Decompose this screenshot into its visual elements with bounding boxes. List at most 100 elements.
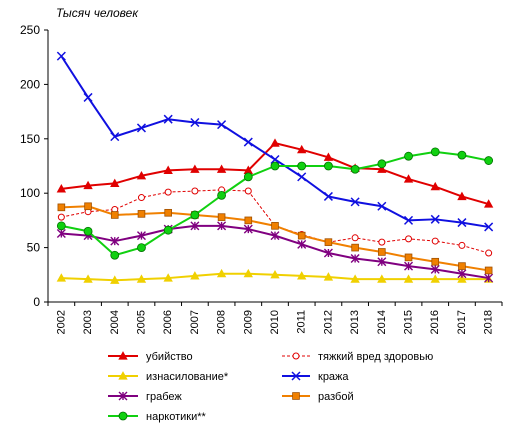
legend-item: наркотики** (108, 411, 207, 423)
legend-label: наркотики** (146, 411, 207, 423)
data-point-star (217, 221, 227, 231)
y-tick-label: 150 (20, 132, 40, 146)
data-point-square (137, 210, 146, 218)
data-point-triangle (403, 174, 414, 183)
data-point-star (323, 248, 333, 258)
data-point-square (378, 248, 386, 256)
data-point-circle (137, 194, 145, 202)
data-point-x (297, 172, 307, 182)
x-tick-label: 2012 (322, 310, 334, 334)
data-point-square (84, 202, 92, 211)
legend-item: убийство (108, 351, 193, 363)
data-point-triangle (190, 271, 200, 280)
data-point-triangle (350, 274, 360, 283)
data-point-square (244, 216, 253, 225)
legend-label: разбой (318, 391, 354, 403)
data-point-x (110, 132, 120, 142)
data-point-triangle (83, 274, 93, 283)
data-point-triangle (457, 191, 467, 201)
legend-label: изнасилование* (146, 371, 229, 383)
data-point-x (163, 114, 173, 124)
data-point-circle (110, 250, 120, 260)
data-point-x (403, 215, 414, 225)
chart-legend: убийство тяжкий вред здоровью изнасиловани… (108, 351, 433, 423)
legend-label: убийство (146, 351, 193, 363)
data-point-x (350, 197, 360, 207)
data-point-square (297, 231, 306, 240)
data-point-star (243, 224, 253, 234)
data-point-triangle (297, 144, 307, 154)
data-point-square (404, 253, 413, 262)
data-point-triangle (216, 268, 227, 278)
data-point-circle (190, 210, 200, 220)
data-point-square (292, 392, 300, 400)
y-units-label: Тысяч человек (56, 6, 139, 20)
data-point-star (190, 221, 200, 231)
legend-item: разбой (282, 391, 354, 403)
x-tick-label: 2009 (242, 310, 254, 334)
data-point-star (404, 261, 414, 271)
data-point-triangle (136, 274, 147, 283)
data-point-x (457, 218, 467, 228)
x-tick-label: 2002 (55, 310, 67, 334)
y-tick-label: 200 (20, 77, 40, 91)
data-point-circle (56, 221, 66, 231)
data-point-triangle (163, 273, 173, 282)
data-point-triangle (297, 271, 307, 280)
data-point-square (271, 222, 279, 230)
data-point-star (484, 273, 494, 283)
data-point-circle (243, 172, 253, 182)
data-point-circle (431, 237, 439, 245)
data-point-circle (270, 161, 280, 171)
data-point-star (457, 269, 467, 279)
legend-label: тяжкий вред здоровью (318, 351, 433, 363)
legend-item: тяжкий вред здоровью (282, 351, 433, 363)
data-point-circle (457, 150, 467, 160)
data-point-triangle (323, 272, 334, 281)
data-point-circle (350, 164, 360, 174)
data-point-circle (292, 352, 300, 360)
data-point-triangle (377, 274, 387, 283)
data-point-x (430, 214, 440, 224)
data-point-triangle (110, 178, 120, 188)
series-line (61, 189, 489, 254)
data-point-square (324, 238, 333, 246)
data-point-x (56, 51, 66, 61)
data-point-triangle (323, 152, 334, 161)
y-tick-label: 100 (20, 186, 40, 200)
data-point-square (217, 213, 226, 221)
data-point-triangle (216, 164, 227, 173)
data-point-triangle (136, 170, 147, 180)
data-point-circle (118, 411, 128, 421)
data-point-x (83, 92, 93, 102)
data-point-x (243, 137, 253, 147)
data-point-circle (191, 187, 199, 195)
data-point-star (136, 231, 146, 241)
data-point-x (291, 371, 301, 381)
data-point-triangle (83, 180, 93, 190)
data-point-circle (405, 235, 413, 243)
data-point-circle (458, 241, 466, 249)
data-point-circle (324, 161, 333, 171)
x-tick-label: 2018 (483, 310, 495, 334)
legend-label: грабеж (146, 391, 182, 403)
data-point-triangle (190, 164, 200, 173)
data-point-triangle (377, 164, 387, 173)
data-point-triangle (270, 269, 280, 279)
legend-item: изнасилование* (108, 371, 229, 383)
data-point-circle (351, 234, 359, 242)
series-line (61, 142, 489, 206)
y-tick-label: 250 (20, 23, 40, 37)
series-4 (56, 51, 494, 232)
data-point-circle (164, 188, 172, 196)
data-point-x (323, 191, 333, 201)
data-point-circle (137, 243, 146, 253)
x-tick-label: 2016 (429, 310, 441, 334)
data-point-circle (404, 151, 413, 161)
data-point-star (377, 257, 387, 267)
data-point-x (190, 117, 200, 128)
data-point-star (118, 391, 128, 401)
data-point-circle (83, 226, 93, 236)
data-point-circle (484, 156, 494, 165)
